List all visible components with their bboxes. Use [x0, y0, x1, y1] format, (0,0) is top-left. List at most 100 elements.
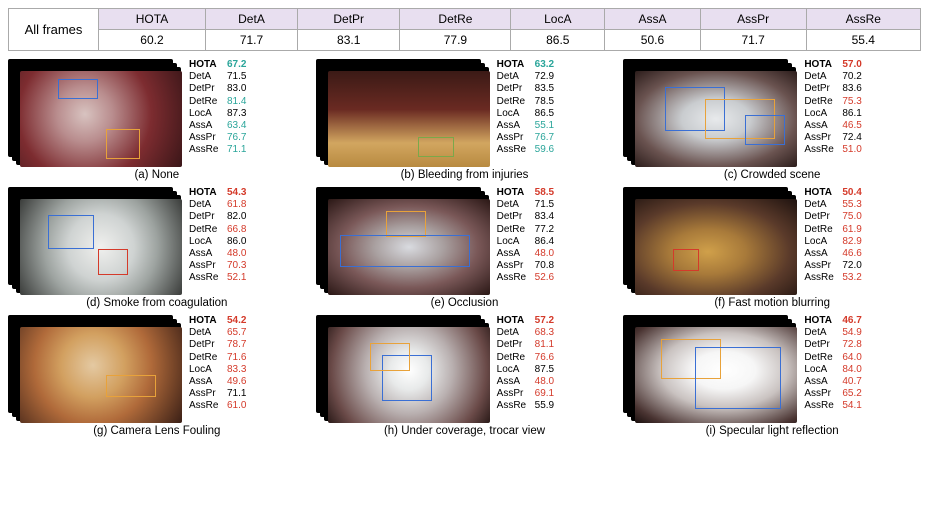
panel-caption: (a) None: [134, 169, 179, 181]
panel-h: HOTA57.2DetA68.3DetPr81.1DetRe76.6LocA87…: [316, 315, 614, 437]
metric-label: LocA: [189, 108, 223, 120]
metric-row: AssA 48.0: [189, 248, 257, 260]
thumbnail-image: [328, 327, 490, 423]
thumbnail-stack: [8, 59, 183, 167]
col-loca: LocA: [511, 9, 605, 30]
metric-row: AssA46.6: [804, 248, 872, 260]
metric-value: 54.3: [227, 187, 257, 199]
metric-label: DetPr: [804, 211, 838, 223]
metric-row: DetRe75.3: [804, 96, 872, 108]
metric-label: AssA: [189, 376, 223, 388]
metric-row: AssPr72.4: [804, 132, 872, 144]
metric-label: DetA: [497, 71, 531, 83]
val-loca: 86.5: [511, 30, 605, 51]
metric-label: HOTA: [497, 187, 531, 199]
metric-label: HOTA: [804, 59, 838, 71]
metric-row: DetRe64.0: [804, 352, 872, 364]
val-asspr: 71.7: [700, 30, 806, 51]
metric-label: HOTA: [497, 315, 531, 327]
metric-label: AssRe: [804, 272, 838, 284]
bounding-box: [106, 375, 156, 397]
metric-value: 82.0: [227, 211, 257, 223]
metric-row: AssRe53.2: [804, 272, 872, 284]
metric-value: 70.2: [842, 71, 872, 83]
metric-label: LocA: [189, 236, 223, 248]
metric-label: AssRe: [189, 272, 223, 284]
metric-row: HOTA63.2: [497, 59, 565, 71]
thumbnail-stack: [316, 59, 491, 167]
metric-row: AssPr69.1: [497, 388, 565, 400]
bounding-box: [673, 249, 699, 271]
thumbnail-stack: [623, 59, 798, 167]
metric-label: AssRe: [497, 144, 531, 156]
metric-value: 70.3: [227, 260, 257, 272]
metric-value: 58.5: [535, 187, 565, 199]
metric-value: 65.7: [227, 327, 257, 339]
metric-label: AssPr: [189, 260, 223, 272]
metric-label: DetA: [497, 327, 531, 339]
metric-label: DetA: [497, 199, 531, 211]
metric-label: DetPr: [497, 211, 531, 223]
metric-value: 77.2: [535, 224, 565, 236]
panel-caption: (c) Crowded scene: [724, 169, 821, 181]
metrics-list: HOTA57.2DetA68.3DetPr81.1DetRe76.6LocA87…: [497, 315, 565, 413]
val-assre: 55.4: [806, 30, 920, 51]
panel-e: HOTA58.5DetA71.5DetPr83.4DetRe77.2LocA86…: [316, 187, 614, 309]
metric-label: AssRe: [189, 144, 223, 156]
metric-value: 65.2: [842, 388, 872, 400]
panel-g: HOTA54.2DetA65.7DetPr78.7DetRe71.6LocA83…: [8, 315, 306, 437]
summary-table: All frames HOTA DetA DetPr DetRe LocA As…: [8, 8, 921, 51]
metrics-list: HOTA57.0DetA70.2DetPr83.6DetRe75.3LocA86…: [804, 59, 872, 157]
metric-label: AssPr: [189, 388, 223, 400]
col-assre: AssRe: [806, 9, 920, 30]
metric-value: 69.1: [535, 388, 565, 400]
bounding-box: [340, 235, 470, 267]
metric-label: AssA: [804, 248, 838, 260]
bounding-box: [370, 343, 410, 371]
metric-value: 61.9: [842, 224, 872, 236]
col-detre: DetRe: [400, 9, 511, 30]
metrics-list: HOTA50.4DetA55.3DetPr75.0DetRe61.9LocA82…: [804, 187, 872, 285]
metric-row: AssRe52.1: [189, 272, 257, 284]
metric-value: 83.5: [535, 83, 565, 95]
metric-label: DetRe: [189, 96, 223, 108]
panel-caption: (b) Bleeding from injuries: [401, 169, 529, 181]
panel-caption: (d) Smoke from coagulation: [86, 297, 227, 309]
bounding-box: [695, 347, 781, 409]
metric-value: 81.1: [535, 339, 565, 351]
metric-value: 87.5: [535, 364, 565, 376]
thumbnail-stack: [316, 187, 491, 295]
metric-value: 70.8: [535, 260, 565, 272]
metric-row: DetPr83.4: [497, 211, 565, 223]
metric-label: DetPr: [189, 83, 223, 95]
thumbnail-stack: [8, 187, 183, 295]
metric-value: 55.9: [535, 400, 565, 412]
panel-caption: (g) Camera Lens Fouling: [93, 425, 220, 437]
metric-label: AssPr: [497, 132, 531, 144]
metric-row: HOTA 58.5: [497, 187, 565, 199]
metric-value: 52.6: [535, 272, 565, 284]
metric-row: AssRe 52.6: [497, 272, 565, 284]
metric-row: HOTA57.2: [497, 315, 565, 327]
metric-row: DetPr81.1: [497, 339, 565, 351]
metrics-list: HOTA46.7DetA54.9DetPr72.8DetRe64.0LocA84…: [804, 315, 872, 413]
bounding-box: [58, 79, 98, 99]
metric-row: AssRe61.0: [189, 400, 257, 412]
metric-label: AssA: [189, 248, 223, 260]
metric-row: DetA54.9: [804, 327, 872, 339]
metric-row: DetRe78.5: [497, 96, 565, 108]
panel-b: HOTA63.2DetA72.9DetPr83.5DetRe78.5LocA86…: [316, 59, 614, 181]
metric-label: DetA: [804, 71, 838, 83]
metric-label: AssRe: [497, 272, 531, 284]
metric-value: 78.5: [535, 96, 565, 108]
metric-label: HOTA: [189, 187, 223, 199]
metric-value: 48.0: [227, 248, 257, 260]
metric-label: AssA: [497, 120, 531, 132]
metric-row: LocA87.5: [497, 364, 565, 376]
metric-row: AssPr76.7: [189, 132, 257, 144]
metric-label: DetRe: [497, 352, 531, 364]
metric-value: 68.3: [535, 327, 565, 339]
metric-row: HOTA46.7: [804, 315, 872, 327]
metric-label: LocA: [189, 364, 223, 376]
bounding-box: [48, 215, 94, 249]
